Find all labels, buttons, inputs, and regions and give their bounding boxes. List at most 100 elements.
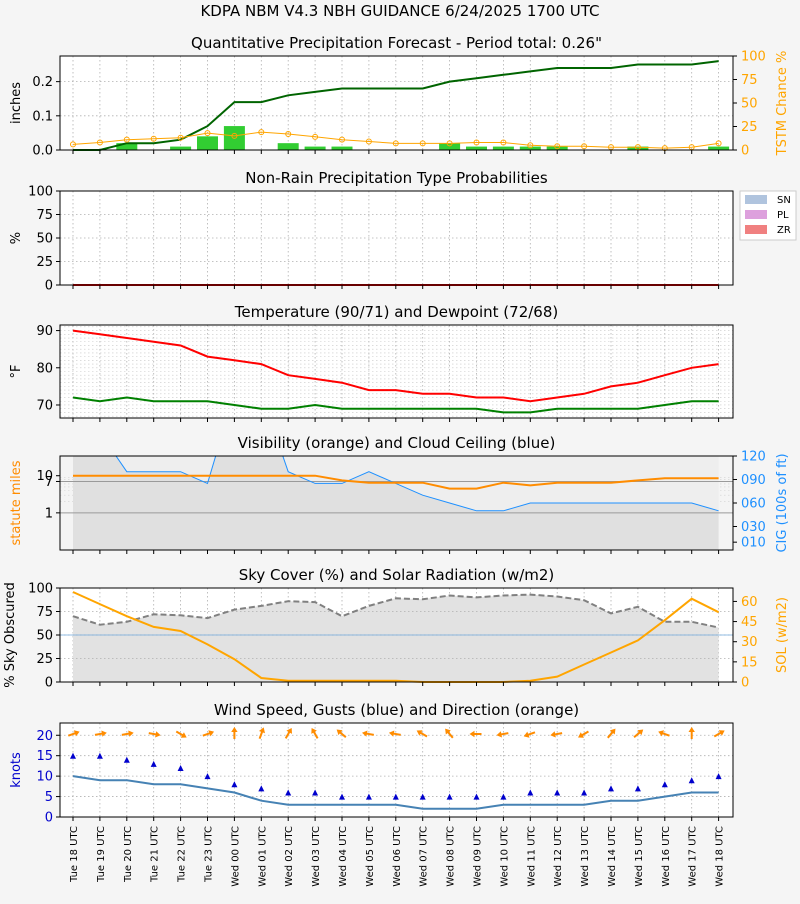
arrow-head xyxy=(311,727,317,734)
legend-label-zr: ZR xyxy=(777,225,791,236)
x-tick-label: Wed 13 UTC xyxy=(580,826,591,887)
tstm-point xyxy=(312,133,319,140)
gust-marker xyxy=(419,793,426,800)
tstm-point xyxy=(581,143,588,150)
solar-line xyxy=(72,591,720,683)
wind-direction-arrow xyxy=(67,730,80,737)
x-tick-label: Tue 19 UTC xyxy=(96,826,107,883)
wind-direction-arrow xyxy=(688,727,695,739)
arrow-head xyxy=(231,727,238,732)
arrow-head xyxy=(718,730,725,736)
wind-title: Wind Speed, Gusts (blue) and Direction (… xyxy=(214,701,579,719)
qpf-bar xyxy=(331,146,353,150)
arrow-head xyxy=(336,729,343,736)
qpf-bar xyxy=(116,143,138,150)
temp-title: Temperature (90/71) and Dewpoint (72/68) xyxy=(234,303,558,321)
wind-ytick-label: 10 xyxy=(36,770,53,785)
gust-marker xyxy=(554,789,561,796)
wind-direction-arrow xyxy=(362,730,374,737)
vis-ytick-right-label: 060 xyxy=(741,497,766,512)
gust-marker xyxy=(608,785,614,792)
ptype-title: Non-Rain Precipitation Type Probabilitie… xyxy=(245,169,548,187)
gust-marker xyxy=(392,793,399,800)
vis-ytick-right-label: 030 xyxy=(741,520,766,535)
ptype-ytick-label: 50 xyxy=(36,232,53,247)
x-tick-label: Tue 20 UTC xyxy=(123,826,134,883)
gust-marker xyxy=(177,764,184,771)
header-title: KDPA NBM V4.3 NBH GUIDANCE 6/24/2025 170… xyxy=(200,2,599,20)
x-tick-label: Wed 07 UTC xyxy=(419,826,430,887)
tstm-point xyxy=(177,134,184,141)
tstm-line xyxy=(72,131,719,149)
gust-marker xyxy=(70,752,76,759)
wind-direction-arrow xyxy=(416,730,428,738)
x-tick-label: Tue 18 UTC xyxy=(69,826,80,883)
wind-direction-arrow xyxy=(469,730,482,738)
tstm-point xyxy=(150,135,157,142)
gust-marker xyxy=(473,793,480,800)
wind-direction-arrow xyxy=(578,730,589,738)
qpf-bar xyxy=(277,143,299,150)
ptype-ytick-label: 100 xyxy=(28,185,53,200)
tstm-point xyxy=(392,140,399,147)
temp-ytick-label: 70 xyxy=(36,398,53,413)
vis-ytick-label: 7 xyxy=(45,475,53,490)
sky-ytick-right-label: 45 xyxy=(741,615,758,630)
x-tick-label: Wed 00 UTC xyxy=(230,826,241,887)
arrow-head xyxy=(609,728,616,735)
wind-ytick-label: 0 xyxy=(45,811,53,826)
temp-ytick-label: 90 xyxy=(36,324,53,339)
tstm-point xyxy=(204,130,211,137)
arrow-head xyxy=(658,730,665,737)
arrow-head xyxy=(388,730,395,737)
wind-direction-arrow xyxy=(311,727,319,739)
qpf-bar xyxy=(170,146,192,150)
legend-label-sn: SN xyxy=(777,195,791,206)
qpf-accum-line xyxy=(73,60,719,151)
gust-marker xyxy=(204,773,211,780)
vis-ytick-label: 10 xyxy=(36,469,53,484)
wind-ylabel: knots xyxy=(9,752,24,788)
vis-ylabel-right: CIG (100s of ft) xyxy=(775,453,790,552)
arrow-head xyxy=(258,727,265,734)
tstm-point xyxy=(96,139,103,146)
qpf-bar xyxy=(492,146,514,150)
vis-title: Visibility (orange) and Cloud Ceiling (b… xyxy=(238,434,556,452)
temperature-line xyxy=(72,329,719,403)
sky-ytick-label: 100 xyxy=(28,582,53,597)
sky-ytick-label: 0 xyxy=(45,676,53,691)
wind-direction-arrow xyxy=(713,730,725,738)
wind-plot-bg xyxy=(60,723,733,817)
vis-ytick-right-label: 090 xyxy=(741,473,766,488)
ceiling-area xyxy=(73,456,719,550)
tstm-point xyxy=(527,142,534,149)
tstm-point xyxy=(339,136,345,143)
x-tick-label: Wed 06 UTC xyxy=(392,826,403,887)
x-tick-label: Tue 21 UTC xyxy=(150,826,161,883)
arrow-head xyxy=(688,727,695,732)
wind-direction-arrow xyxy=(633,729,644,738)
x-tick-label: Tue 22 UTC xyxy=(177,826,188,883)
legend-label-pl: PL xyxy=(777,210,789,221)
arrow-head xyxy=(550,731,556,738)
gust-marker xyxy=(634,785,641,792)
qpf-ytick-right-label: 100 xyxy=(741,50,766,65)
sky-ytick-label: 50 xyxy=(36,629,53,644)
qpf-bar xyxy=(708,146,730,150)
qpf-title: Quantitative Precipitation Forecast - Pe… xyxy=(191,34,602,52)
gust-marker xyxy=(446,793,453,800)
wind-direction-arrow xyxy=(258,727,265,740)
qpf-ytick-right-label: 25 xyxy=(741,120,758,135)
tstm-point xyxy=(258,129,265,136)
arrow-head xyxy=(286,727,292,734)
wind-direction-arrow xyxy=(388,730,401,737)
arrow-head xyxy=(73,730,80,737)
arrow-head xyxy=(101,730,107,737)
wind-ytick-label: 15 xyxy=(36,749,53,764)
gust-marker xyxy=(500,793,507,800)
temp-frame xyxy=(59,324,734,419)
arrow-head xyxy=(496,731,502,738)
temp-ytick-label: 80 xyxy=(36,361,53,376)
dewpoint-line xyxy=(72,396,719,414)
gust-marker xyxy=(150,760,157,767)
